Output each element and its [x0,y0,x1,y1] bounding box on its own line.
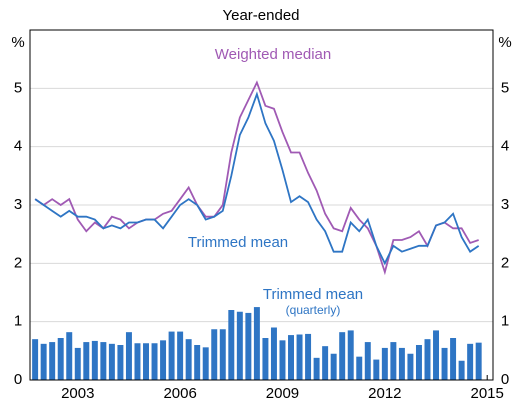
plot-frame [29,29,494,381]
bar [296,334,303,380]
bar [313,357,320,380]
bar [347,330,354,380]
bar [125,332,132,380]
bar [458,360,465,380]
bar [74,347,81,380]
y-unit-right: % [498,34,511,51]
y-tick-label: 3 [501,196,509,213]
y-tick-label: 0 [14,371,22,388]
bar [57,338,64,380]
chart-subtitle: Year-ended [222,7,299,24]
x-tick-label: 2006 [163,385,196,402]
y-tick-label: 2 [14,254,22,271]
bar [262,338,269,380]
bar [415,345,422,380]
bar [177,331,184,380]
y-tick-label: 5 [501,79,509,96]
bar [219,329,226,380]
bar [185,339,192,380]
bar [441,347,448,380]
x-tick-label: 2015 [471,385,504,402]
bar [398,347,405,380]
bar [194,345,201,380]
x-tick-label: 2003 [61,385,94,402]
bar [32,339,39,380]
x-tick-label: 2009 [266,385,299,402]
bar [407,353,414,380]
series-label: Trimmed mean [188,234,288,251]
bar [330,353,337,380]
y-tick-label: 2 [501,254,509,271]
y-tick-label: 1 [501,313,509,330]
line [34,80,479,276]
bar [228,310,235,380]
bar [373,359,380,380]
bar [356,356,363,380]
line [34,91,480,266]
bar [134,343,141,380]
series-label: Trimmed mean [263,286,363,303]
bar [245,312,252,380]
bar [143,343,149,380]
bar [236,311,243,380]
bar [100,342,107,380]
bar [253,307,260,380]
bar [49,342,56,380]
y-unit-left: % [11,34,24,51]
bar [279,340,286,380]
bar [211,329,218,380]
series-note: (quarterly) [286,303,341,317]
bar [475,342,482,380]
series-label: Weighted median [215,46,331,63]
bar [450,338,457,380]
bar [381,347,388,380]
bar [467,343,474,380]
bar [433,330,440,380]
y-tick-label: 1 [14,313,22,330]
x-tick-label: 2012 [368,385,401,402]
bar [364,342,371,380]
bar [151,343,158,380]
bar [390,342,397,380]
bar [83,342,90,380]
bar [270,327,277,380]
bar [117,345,124,380]
bar [322,346,329,380]
y-tick-label: 4 [14,138,22,155]
bar [91,340,98,380]
bar [424,339,431,380]
bar [288,335,294,380]
bar [40,343,47,380]
bar [339,332,346,380]
bar [168,331,175,380]
y-tick-label: 0 [501,371,509,388]
y-tick-label: 3 [14,196,22,213]
bar [160,340,167,380]
bar [305,333,312,380]
y-tick-label: 4 [501,138,509,155]
bar [202,347,209,380]
bar [108,343,115,380]
bar [66,332,73,380]
y-tick-label: 5 [14,79,22,96]
